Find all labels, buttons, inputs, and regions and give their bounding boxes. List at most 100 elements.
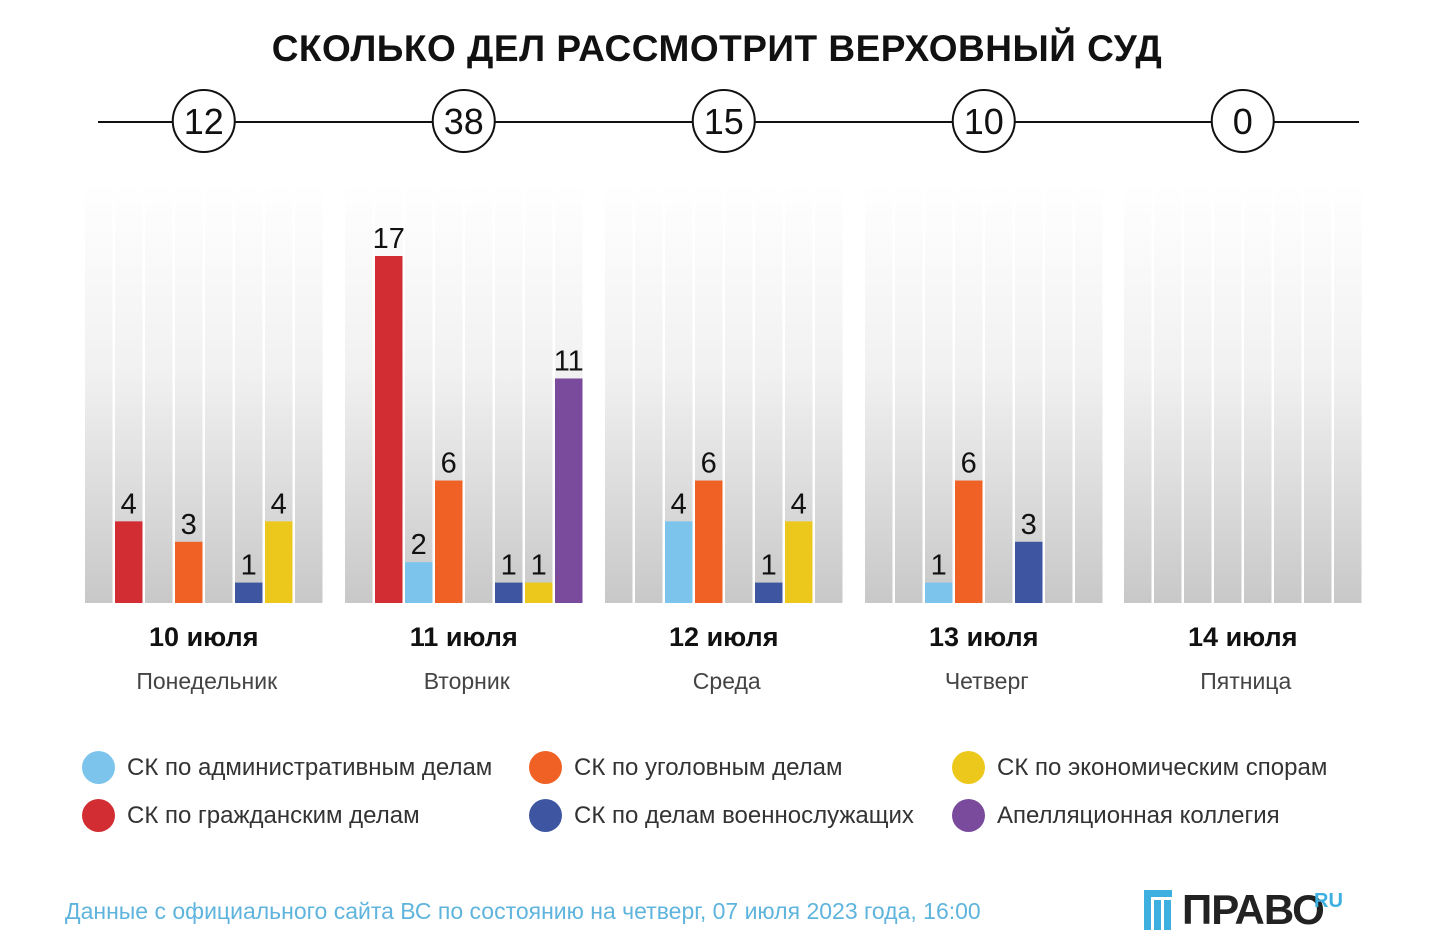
total-circle [431,89,496,153]
data-label: 2 [411,529,427,561]
weekday-label: Вторник [424,668,511,694]
legend-label: СК по гражданским делам [127,801,420,829]
data-label: 4 [271,488,287,520]
background-column [495,182,523,603]
data-label: 6 [961,448,977,480]
source-note: Данные с официального сайта ВС по состоя… [65,898,981,924]
background-column [465,182,493,603]
bar [665,521,693,603]
background-column [1075,182,1103,603]
data-label: 1 [241,550,257,582]
total-value: 15 [704,101,744,142]
weekday-label: Среда [693,668,761,694]
bar [525,582,553,603]
legend-item-criminal: СК по уголовным делам [529,751,843,784]
data-label: 4 [671,488,687,520]
legend-swatch [952,799,985,832]
bar [1015,541,1043,603]
weekday-label: Четверг [945,668,1029,694]
total-circle [691,89,756,153]
data-label: 4 [791,488,807,520]
legend-swatch [82,799,115,832]
background-column [1304,182,1332,603]
bar [555,378,583,603]
background-column [175,182,203,603]
weekday-label: Пятница [1200,668,1291,694]
background-column [295,182,323,603]
legend-item-administrative: СК по административным делам [82,751,492,784]
legend-item-military: СК по делам военнослужащих [529,799,914,832]
background-column [1274,182,1302,603]
background-column [895,182,923,603]
background-column [235,182,263,603]
background-column [725,182,753,603]
legend-label: СК по административным делам [127,753,493,781]
data-label: 6 [441,448,457,480]
legend-swatch [529,799,562,832]
bar [235,582,263,603]
background-column [865,182,893,603]
data-label: 6 [701,448,717,480]
bar [695,480,723,603]
background-column [605,182,633,603]
category-label: 13 июля [929,622,1038,652]
background-column [1184,182,1212,603]
background-column [815,182,843,603]
total-value: 12 [184,101,224,142]
data-label: 1 [531,550,547,582]
logo-suffix: RU [1314,890,1343,912]
background-column [755,182,783,603]
legend-swatch [82,751,115,784]
bar [405,562,433,603]
background-column [1154,182,1182,603]
total-value: 10 [964,101,1004,142]
bar [955,480,983,603]
background-column [205,182,233,603]
background-column [145,182,173,603]
background-column [1244,182,1272,603]
data-label: 1 [931,550,947,582]
background-column [1015,182,1043,603]
background-column [345,182,373,603]
data-label: 3 [181,509,197,541]
data-label: 1 [761,550,777,582]
data-label: 1 [501,550,517,582]
background-column [925,182,953,603]
background-column [1124,182,1152,603]
legend-label: СК по уголовным делам [574,753,843,781]
total-value: 0 [1233,101,1253,142]
data-label: 11 [554,345,584,377]
pravo-logo-icon [1144,890,1172,930]
bar [785,521,813,603]
bar [755,582,783,603]
legend-label: Апелляционная коллегия [997,801,1280,829]
bar [265,521,293,603]
bar [435,480,463,603]
background-column [85,182,113,603]
background-column [405,182,433,603]
bar [375,256,403,603]
bar [115,521,143,603]
background-column [985,182,1013,603]
total-circle [171,89,236,153]
legend-label: СК по делам военнослужащих [574,801,914,829]
background-column [1045,182,1073,603]
legend-item-economic: СК по экономическим спорам [952,751,1327,784]
logo-text: ПРАВО [1182,886,1325,933]
weekday-label: Понедельник [136,668,278,694]
category-label: 12 июля [669,622,778,652]
total-circle [951,89,1016,153]
legend-swatch [952,751,985,784]
bar [495,582,523,603]
pravo-ru-logo: ПРАВО RU [1144,884,1359,934]
data-label: 17 [373,223,405,255]
background-column [1214,182,1242,603]
background-column [635,182,663,603]
background-column [525,182,553,603]
bar [175,541,203,603]
legend-item-civil: СК по гражданским делам [82,799,420,832]
chart-title: СКОЛЬКО ДЕЛ РАССМОТРИТ ВЕРХОВНЫЙ СУД [271,28,1163,69]
total-circle [1210,89,1275,153]
category-label: 11 июля [410,622,518,652]
category-label: 14 июля [1188,622,1297,652]
